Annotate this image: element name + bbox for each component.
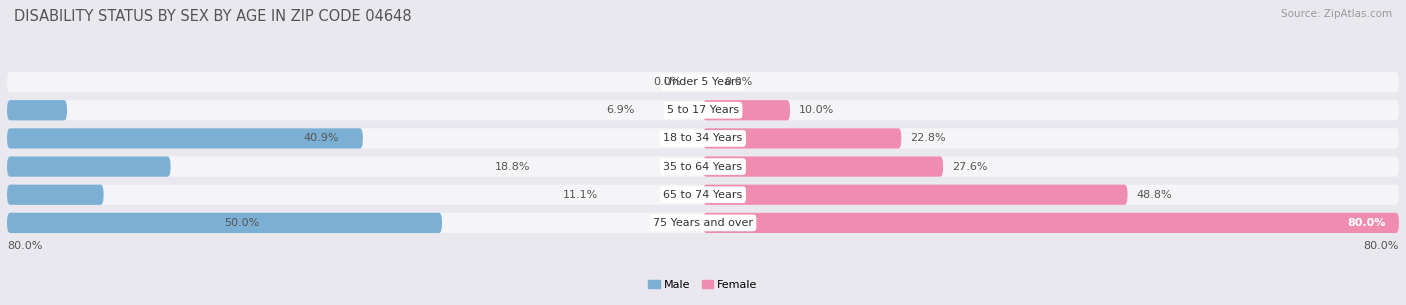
Text: 50.0%: 50.0% [224, 218, 259, 228]
FancyBboxPatch shape [7, 128, 363, 149]
Text: 75 Years and over: 75 Years and over [652, 218, 754, 228]
Text: 0.0%: 0.0% [652, 77, 682, 87]
FancyBboxPatch shape [703, 128, 901, 149]
FancyBboxPatch shape [703, 213, 1399, 233]
Legend: Male, Female: Male, Female [648, 280, 758, 290]
Text: 65 to 74 Years: 65 to 74 Years [664, 190, 742, 200]
Text: 11.1%: 11.1% [562, 190, 598, 200]
Text: Under 5 Years: Under 5 Years [665, 77, 741, 87]
FancyBboxPatch shape [7, 213, 441, 233]
Text: 40.9%: 40.9% [302, 133, 339, 143]
FancyBboxPatch shape [703, 156, 943, 177]
FancyBboxPatch shape [7, 185, 1399, 205]
FancyBboxPatch shape [7, 72, 1399, 92]
Text: 80.0%: 80.0% [7, 241, 42, 251]
FancyBboxPatch shape [7, 156, 1399, 177]
FancyBboxPatch shape [7, 185, 104, 205]
Text: 18 to 34 Years: 18 to 34 Years [664, 133, 742, 143]
Text: Source: ZipAtlas.com: Source: ZipAtlas.com [1281, 9, 1392, 19]
FancyBboxPatch shape [7, 213, 1399, 233]
FancyBboxPatch shape [7, 100, 1399, 120]
Text: 6.9%: 6.9% [606, 105, 634, 115]
FancyBboxPatch shape [7, 128, 1399, 149]
FancyBboxPatch shape [703, 100, 790, 120]
FancyBboxPatch shape [7, 100, 67, 120]
Text: 18.8%: 18.8% [495, 162, 530, 172]
Text: 5 to 17 Years: 5 to 17 Years [666, 105, 740, 115]
Text: 0.0%: 0.0% [724, 77, 754, 87]
Text: DISABILITY STATUS BY SEX BY AGE IN ZIP CODE 04648: DISABILITY STATUS BY SEX BY AGE IN ZIP C… [14, 9, 412, 24]
Text: 27.6%: 27.6% [952, 162, 987, 172]
Text: 80.0%: 80.0% [1364, 241, 1399, 251]
FancyBboxPatch shape [7, 156, 170, 177]
Text: 22.8%: 22.8% [910, 133, 946, 143]
Text: 80.0%: 80.0% [1347, 218, 1386, 228]
Text: 48.8%: 48.8% [1136, 190, 1171, 200]
FancyBboxPatch shape [703, 185, 1128, 205]
Text: 10.0%: 10.0% [799, 105, 834, 115]
Text: 35 to 64 Years: 35 to 64 Years [664, 162, 742, 172]
